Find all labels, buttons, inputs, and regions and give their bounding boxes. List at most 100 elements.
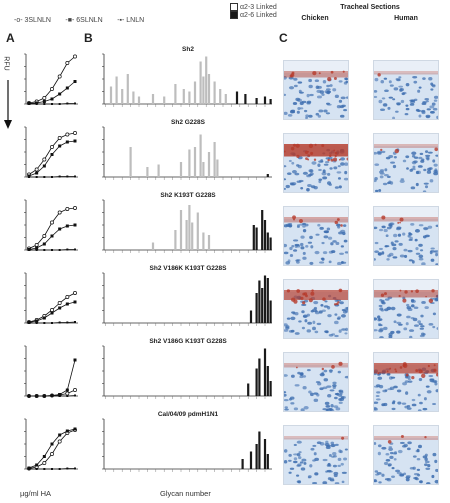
a-point-3SLNLN xyxy=(34,243,39,247)
tissue-nucleus xyxy=(433,95,438,99)
tissue-nucleus xyxy=(429,105,435,109)
tissue-nucleus xyxy=(305,114,309,118)
stain-spot xyxy=(394,368,397,371)
legend-3slnln-label: 3SLNLN xyxy=(24,17,51,24)
stain-spot xyxy=(377,372,380,375)
tissue-nucleus xyxy=(388,335,393,338)
stain-spot xyxy=(421,373,426,378)
a-point-LNLN xyxy=(35,176,38,178)
tissue-nucleus xyxy=(322,79,327,84)
tissue-nucleus xyxy=(325,88,331,91)
tissue-nucleus xyxy=(317,223,321,227)
a-point-LNLN xyxy=(58,395,61,397)
tissue-nucleus xyxy=(399,179,405,184)
tissue-nucleus xyxy=(381,225,386,229)
tissue-nucleus xyxy=(408,238,413,242)
tissue-nucleus xyxy=(293,84,298,88)
tissue-nucleus xyxy=(339,301,344,305)
stain-spot xyxy=(307,154,311,158)
a-point-6SLNLN xyxy=(35,171,39,175)
tissue-nucleus xyxy=(387,106,391,110)
tissue-nucleus xyxy=(289,246,293,251)
tissue-nucleus xyxy=(374,258,376,261)
tissue-human-2 xyxy=(373,133,439,193)
stain-spot xyxy=(321,367,325,371)
tissue-nucleus xyxy=(316,95,322,99)
stain-spot xyxy=(293,218,296,221)
tissue-nucleus xyxy=(399,254,405,258)
tissue-nucleus xyxy=(325,404,331,408)
tissue-nucleus xyxy=(376,391,381,394)
tissue-nucleus xyxy=(432,159,436,163)
stain-spot xyxy=(305,157,308,160)
stain-spot xyxy=(305,294,308,298)
tissue-nucleus xyxy=(379,327,384,332)
tissue-nucleus xyxy=(404,405,409,409)
stain-spot xyxy=(398,294,401,298)
bar-alpha23 xyxy=(126,74,129,104)
tissue-nucleus xyxy=(288,330,294,333)
a-point-3SLNLN xyxy=(42,157,47,162)
tracheal-human-label: Human xyxy=(394,15,418,22)
tissue-nucleus xyxy=(302,251,306,255)
tissue-nucleus xyxy=(330,404,334,408)
tissue-nucleus xyxy=(332,464,338,468)
stain-spot xyxy=(415,369,419,373)
tissue-nucleus xyxy=(418,224,424,227)
bar-alpha23 xyxy=(202,76,205,104)
tissue-nucleus xyxy=(291,169,297,174)
stain-spot xyxy=(312,71,317,76)
tissue-nucleus xyxy=(409,466,415,470)
tissue-nucleus xyxy=(327,172,331,176)
tissue-nucleus xyxy=(338,394,343,397)
bar-alpha23 xyxy=(224,94,227,104)
tissue-nucleus xyxy=(374,385,379,388)
tissue-nucleus xyxy=(320,159,324,163)
tissue-nucleus xyxy=(424,306,429,309)
stain-spot xyxy=(291,71,295,75)
tissue-nucleus xyxy=(377,252,382,256)
tissue-nucleus xyxy=(431,380,437,383)
bar-alpha23 xyxy=(132,91,135,104)
down-arrow-icon xyxy=(4,80,12,129)
tissue-nucleus xyxy=(288,459,292,462)
tissue-nucleus xyxy=(405,475,411,478)
tissue-nucleus xyxy=(284,93,287,96)
tissue-nucleus xyxy=(419,249,424,252)
stain-spot xyxy=(425,295,427,298)
tissue-nucleus xyxy=(428,322,434,326)
tissue-nucleus xyxy=(428,77,433,81)
tissue-nucleus xyxy=(334,186,339,189)
stain-spot xyxy=(304,150,309,155)
a-point-LNLN xyxy=(28,249,30,251)
tissue-nucleus xyxy=(343,109,348,112)
stain-spot xyxy=(404,290,408,294)
tissue-nucleus xyxy=(402,382,407,386)
stain-spot xyxy=(295,143,300,148)
stain-spot xyxy=(338,361,343,366)
a-point-3SLNLN xyxy=(73,206,77,210)
stain-spot xyxy=(342,70,345,73)
tissue-nucleus xyxy=(329,369,333,374)
tissue-nucleus xyxy=(338,185,342,189)
tissue-nucleus xyxy=(315,381,321,384)
tissue-nucleus xyxy=(340,162,345,166)
stain-spot xyxy=(400,435,404,438)
tissue-nucleus xyxy=(378,481,382,484)
tissue-nucleus xyxy=(301,100,307,104)
tissue-nucleus xyxy=(411,260,415,264)
tissue-nucleus xyxy=(426,170,432,174)
tissue-nucleus xyxy=(379,336,384,338)
tissue-nucleus xyxy=(397,233,402,237)
tissue-nucleus xyxy=(284,243,288,248)
stain-spot xyxy=(402,298,407,303)
tissue-nucleus xyxy=(412,76,418,79)
panel-letter-b: B xyxy=(84,31,93,45)
tissue-nucleus xyxy=(294,332,300,335)
bar-alpha26 xyxy=(261,210,264,250)
tissue-nucleus xyxy=(321,257,325,261)
tissue-nucleus xyxy=(374,329,378,332)
tissue-nucleus xyxy=(414,229,420,233)
a-point-6SLNLN xyxy=(58,92,62,96)
tissue-nucleus xyxy=(395,110,399,113)
